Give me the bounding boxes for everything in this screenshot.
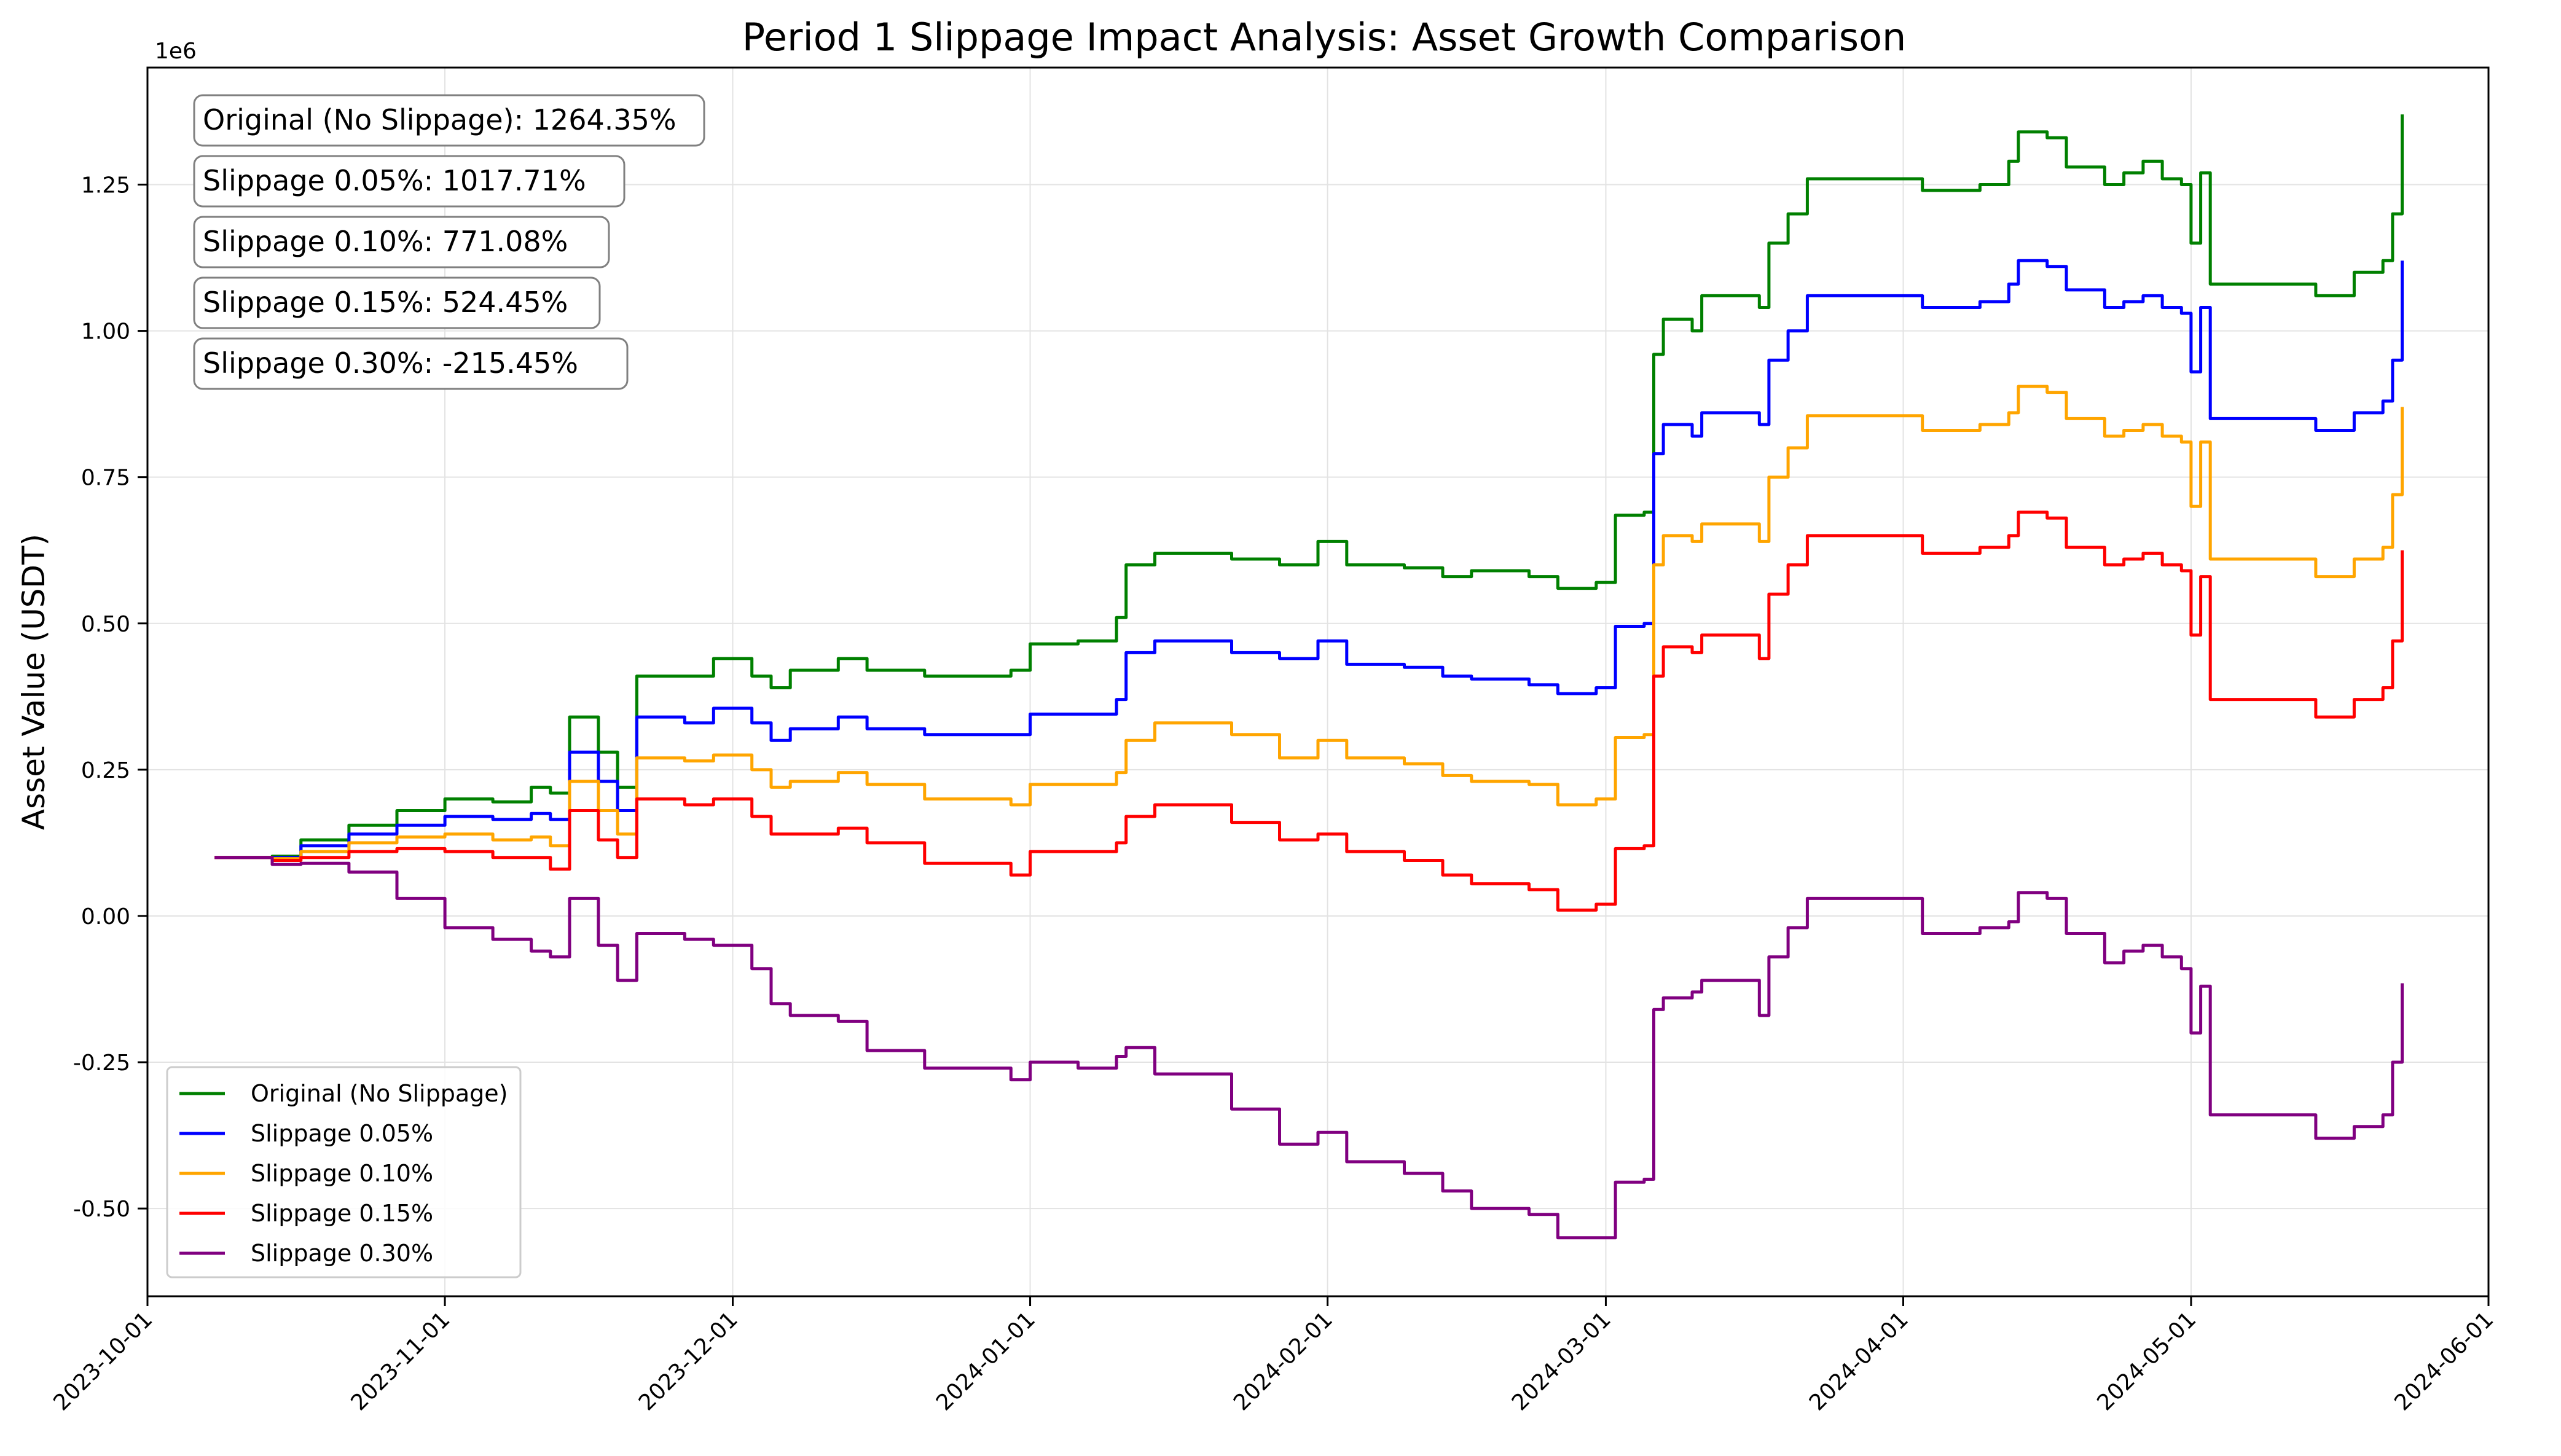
legend-label: Slippage 0.05% (251, 1120, 433, 1147)
legend-label: Slippage 0.15% (251, 1200, 433, 1227)
y-tick-label: 0.50 (81, 612, 130, 637)
series-line-2 (214, 385, 2404, 861)
annotation-frame (193, 337, 629, 390)
legend-item: Original (No Slippage) (179, 1080, 508, 1107)
chart-title: Period 1 Slippage Impact Analysis: Asset… (742, 15, 1907, 60)
annotation-text: Original (No Slippage): 1264.35% (203, 103, 677, 136)
legend: Original (No Slippage) Slippage 0.05% Slip… (166, 1066, 522, 1278)
series-line-1 (214, 259, 2404, 859)
series-group (214, 114, 2404, 1240)
annotation-box: Slippage 0.10%: 771.08% (193, 216, 610, 268)
y-tick-label: 0.00 (81, 904, 130, 930)
annotation-text: Slippage 0.10%: 771.08% (203, 225, 568, 258)
annotation-box: Original (No Slippage): 1264.35% (193, 94, 705, 147)
legend-label: Original (No Slippage) (251, 1080, 508, 1107)
y-tick-label: -0.50 (73, 1197, 130, 1222)
plot-frame (146, 66, 2490, 1297)
annotation-box: Slippage 0.05%: 1017.71% (193, 155, 626, 208)
annotation-box: Slippage 0.30%: -215.45% (193, 337, 629, 390)
y-tick-label: 0.75 (81, 466, 130, 491)
annotation-frame (193, 94, 705, 147)
legend-item: Slippage 0.10% (179, 1160, 433, 1187)
annotation-frame (193, 155, 626, 208)
legend-item: Slippage 0.15% (179, 1200, 433, 1227)
y-tick-label: 1.25 (81, 173, 130, 198)
series-line-4 (214, 856, 2404, 1240)
y-tick-label: -0.25 (73, 1051, 130, 1076)
legend-item: Slippage 0.30% (179, 1240, 433, 1267)
y-scale-label: 1e6 (155, 39, 197, 64)
annotations: Original (No Slippage): 1264.35% Slippage… (193, 94, 705, 390)
legend-label: Slippage 0.10% (251, 1160, 433, 1187)
annotation-frame (193, 276, 601, 329)
annotation-text: Slippage 0.05%: 1017.71% (203, 164, 586, 197)
legend-item: Slippage 0.05% (179, 1120, 433, 1147)
legend-frame (166, 1066, 522, 1278)
y-tick-label: 0.25 (81, 758, 130, 783)
y-axis-label: Asset Value (USDT) (16, 534, 52, 830)
annotation-text: Slippage 0.15%: 524.45% (203, 286, 568, 319)
legend-label: Slippage 0.30% (251, 1240, 433, 1267)
y-tick-label: 1.00 (81, 319, 130, 345)
annotation-text: Slippage 0.30%: -215.45% (203, 346, 578, 380)
y-axis: -0.50 -0.25 0.00 0.25 0.50 0.75 1.00 1.25 (73, 173, 147, 1222)
plot-area (214, 114, 2404, 1240)
annotation-frame (193, 216, 610, 268)
annotation-box: Slippage 0.15%: 524.45% (193, 276, 601, 329)
series-line-3 (214, 511, 2404, 912)
